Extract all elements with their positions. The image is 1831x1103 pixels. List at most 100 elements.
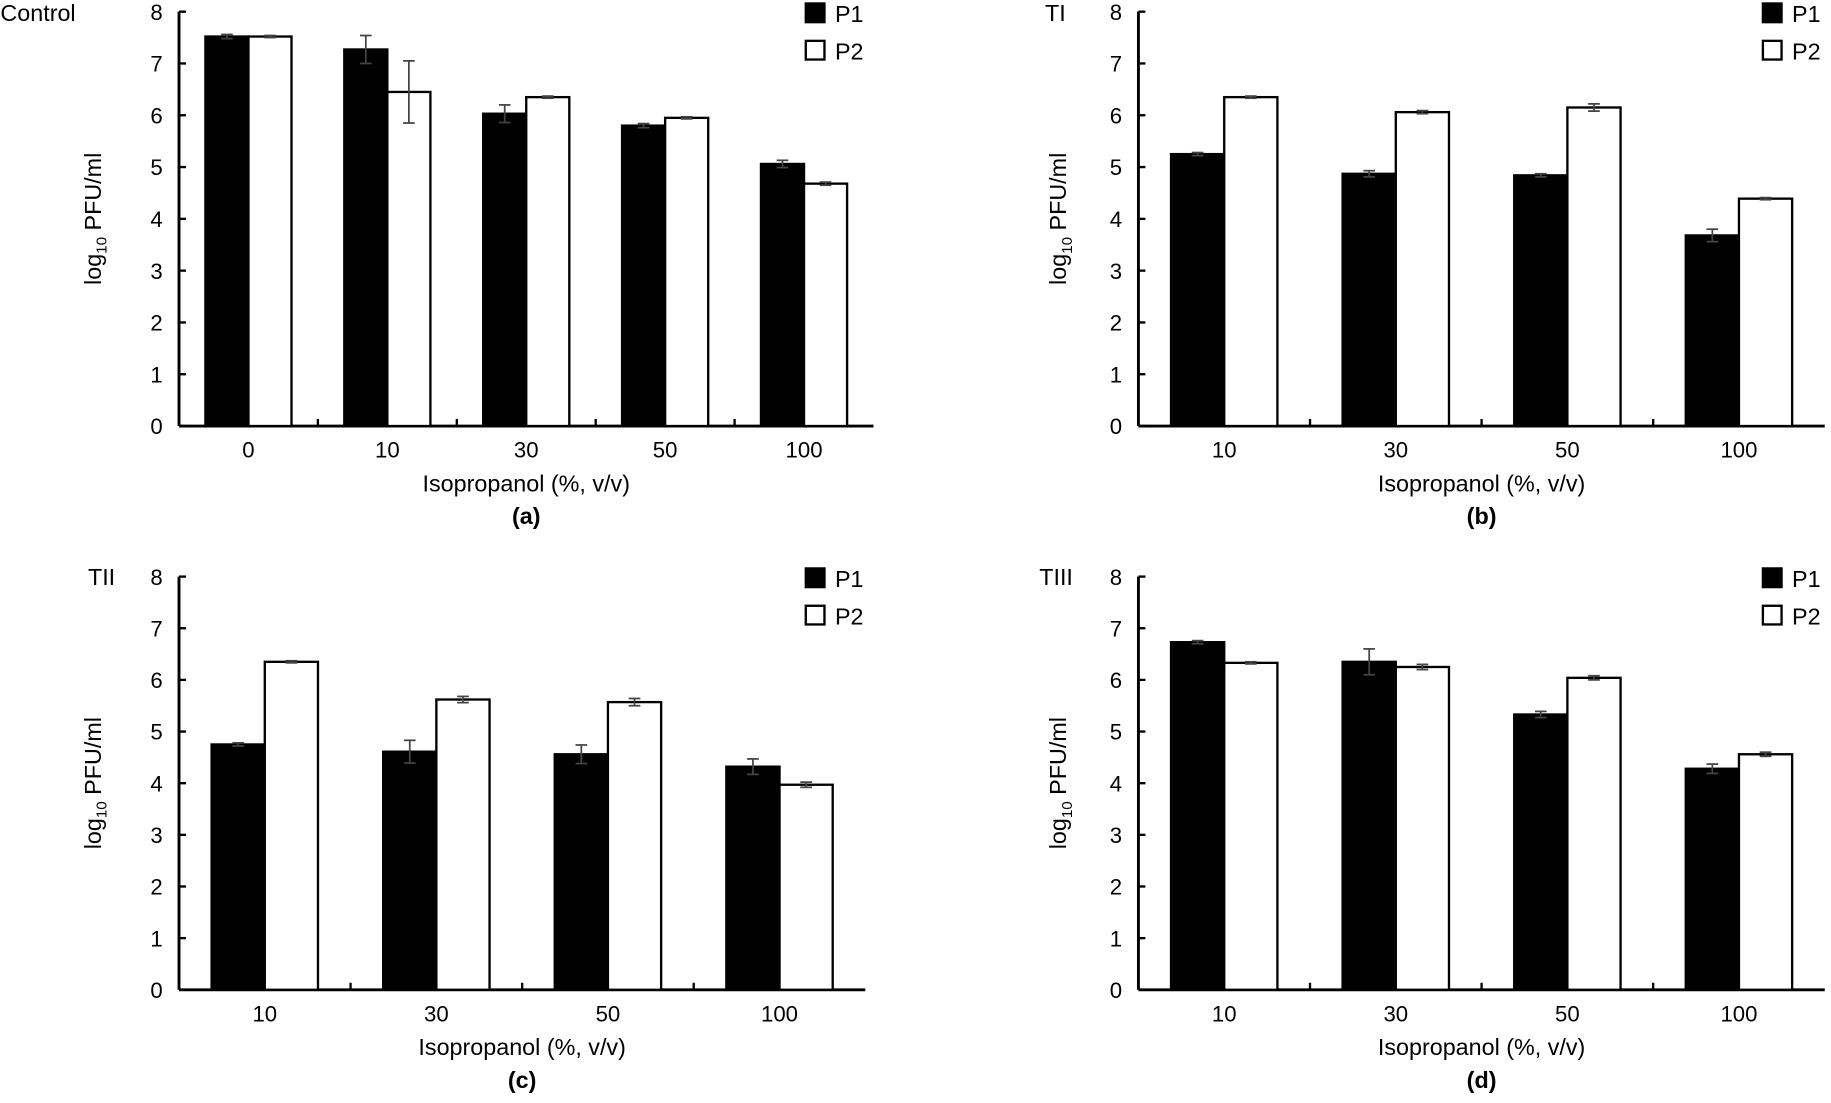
bar-p2 — [606, 700, 663, 991]
legend-swatch — [1761, 2, 1783, 24]
y-tick-label: 0 — [150, 414, 162, 439]
y-tick-label: 8 — [150, 565, 162, 590]
y-tick-label: 5 — [150, 720, 162, 745]
panel-a: 0 1 2 3 4 5 6 7 8 0 10 30 50 100 Control P1 P2 log10 PFU/… — [0, 0, 874, 529]
panel-b: 0 1 2 3 4 5 6 7 8 10 30 50 100 TI P1 P2 log10 PFU/ml Isop… — [1045, 0, 1825, 529]
bar-p1 — [1684, 767, 1741, 991]
bar-p1 — [1513, 174, 1569, 428]
bar-p2 — [778, 783, 834, 991]
y-tick-label: 3 — [1110, 823, 1122, 848]
panel-title: Control — [0, 0, 75, 26]
bar-p2 — [1737, 753, 1794, 991]
x-tick-label: 50 — [653, 438, 678, 463]
legend-label: P2 — [835, 603, 864, 629]
legend-label: P1 — [835, 566, 864, 592]
y-tick-label: 0 — [150, 978, 162, 1003]
panel-title: TI — [1045, 0, 1066, 26]
y-tick-label: 7 — [150, 52, 162, 77]
legend-swatch — [804, 604, 826, 626]
legend-swatch — [1761, 567, 1783, 589]
bar-p1 — [210, 743, 266, 991]
panel-d: 0 1 2 3 4 5 6 7 8 10 30 50 100 TIII P1 P2 log10 PFU/ml Is… — [1039, 564, 1825, 1093]
x-tick-label: 50 — [1555, 1001, 1580, 1026]
bar-p1 — [204, 35, 250, 428]
bar-p1 — [482, 112, 528, 428]
x-tick-label: 100 — [786, 438, 823, 463]
panel-title: TII — [88, 564, 115, 590]
legend-label: P2 — [835, 39, 864, 65]
x-tick-label: 100 — [761, 1001, 798, 1026]
x-tick-label: 100 — [1720, 1001, 1757, 1026]
bar-p1 — [1169, 152, 1226, 428]
bar-p1 — [1513, 713, 1569, 991]
y-tick-label: 3 — [1110, 259, 1122, 284]
bar-p1 — [343, 48, 389, 428]
legend-label: P1 — [835, 1, 864, 27]
y-tick-label: 1 — [1110, 362, 1122, 387]
y-axis-label: log10 PFU/ml — [1045, 717, 1076, 849]
y-tick-label: 2 — [150, 875, 162, 900]
legend-swatch — [804, 567, 826, 589]
y-tick-label: 8 — [150, 0, 162, 25]
x-tick-label: 10 — [252, 1001, 277, 1026]
bar-p1 — [725, 765, 781, 991]
x-tick-label: 10 — [1212, 1001, 1237, 1026]
y-tick-label: 6 — [150, 103, 162, 128]
y-axis-label: log10 PFU/ml — [80, 717, 111, 849]
y-tick-label: 0 — [1110, 978, 1122, 1003]
bar-p1 — [382, 750, 438, 991]
legend-label: P2 — [1792, 39, 1821, 65]
legend-label: P2 — [1792, 603, 1821, 629]
y-tick-label: 4 — [150, 207, 162, 232]
y-tick-label: 4 — [150, 771, 162, 796]
panel-label: (b) — [1467, 503, 1497, 529]
x-tick-label: 0 — [242, 438, 254, 463]
x-axis-label: Isopropanol (%, v/v) — [423, 470, 630, 496]
y-tick-label: 6 — [1110, 668, 1122, 693]
x-tick-label: 50 — [596, 1001, 621, 1026]
bar-p2 — [1394, 665, 1451, 991]
panel-c: 0 1 2 3 4 5 6 7 8 10 30 50 100 TII P1 P2 log10 PFU/ml Iso… — [80, 564, 866, 1093]
x-tick-label: 30 — [1383, 438, 1408, 463]
bar-p2 — [1223, 95, 1279, 428]
x-tick-label: 10 — [375, 438, 400, 463]
bar-p2 — [263, 660, 320, 991]
y-tick-label: 7 — [1110, 616, 1122, 641]
x-axis-label: Isopropanol (%, v/v) — [1378, 470, 1585, 496]
legend-swatch — [1761, 604, 1783, 626]
y-tick-label: 5 — [1110, 720, 1122, 745]
legend-swatch — [804, 2, 826, 24]
y-tick-label: 1 — [1110, 926, 1122, 951]
x-tick-label: 30 — [514, 438, 539, 463]
bar-p2 — [1223, 661, 1279, 991]
x-tick-label: 30 — [424, 1001, 449, 1026]
bar-p1 — [1341, 172, 1397, 428]
y-tick-label: 3 — [150, 259, 162, 284]
bar-p1 — [1684, 234, 1741, 428]
bar-p2 — [802, 182, 849, 428]
y-tick-label: 6 — [150, 668, 162, 693]
x-tick-label: 10 — [1212, 438, 1237, 463]
bar-p2 — [1566, 676, 1622, 991]
y-tick-label: 4 — [1110, 207, 1122, 232]
y-tick-label: 2 — [1110, 311, 1122, 336]
y-tick-label: 5 — [1110, 155, 1122, 180]
y-tick-label: 8 — [1110, 0, 1122, 25]
bar-p2 — [1737, 197, 1794, 428]
bar-p2 — [435, 698, 491, 991]
y-tick-label: 7 — [150, 616, 162, 641]
y-axis-label: log10 PFU/ml — [80, 153, 111, 285]
legend-swatch — [804, 39, 826, 61]
legend-label: P1 — [1792, 566, 1821, 592]
y-tick-label: 1 — [150, 362, 162, 387]
bar-p1 — [1341, 660, 1397, 991]
y-axis-label: log10 PFU/ml — [1045, 153, 1076, 285]
bar-p2 — [663, 116, 710, 428]
y-tick-label: 3 — [150, 823, 162, 848]
x-axis-label: Isopropanol (%, v/v) — [1378, 1034, 1585, 1060]
bar-p1 — [620, 124, 667, 428]
bar-p1 — [759, 162, 806, 428]
legend-label: P1 — [1792, 1, 1821, 27]
x-tick-label: 30 — [1383, 1001, 1408, 1026]
